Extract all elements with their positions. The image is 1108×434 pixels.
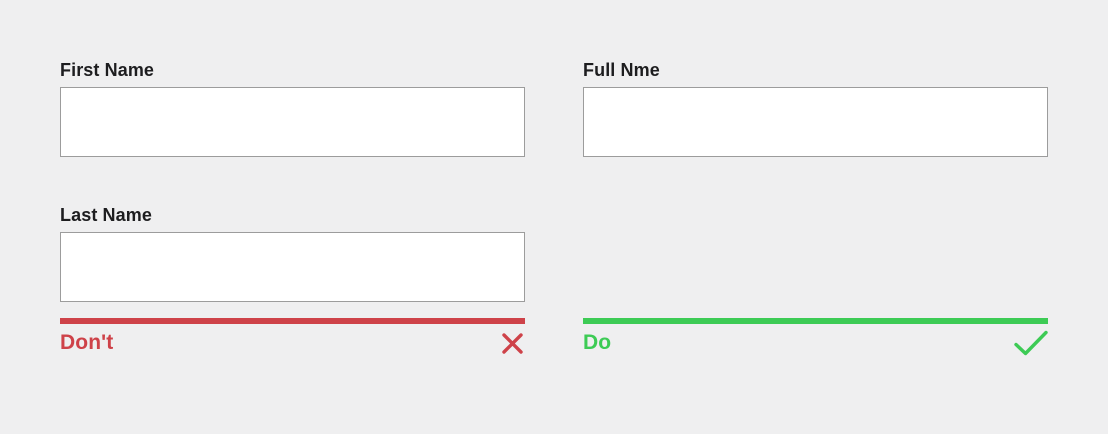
last-name-label: Last Name xyxy=(60,205,152,225)
full-name-input[interactable] xyxy=(583,87,1048,157)
x-icon xyxy=(500,331,525,356)
dont-caption-row: Don't xyxy=(60,328,525,358)
do-caption-row: Do xyxy=(583,328,1048,358)
dont-example-panel: First Name Last Name Don't xyxy=(60,0,525,434)
first-name-input[interactable] xyxy=(60,87,525,157)
dont-caption: Don't xyxy=(60,331,114,354)
do-divider-rule xyxy=(583,318,1048,324)
do-example-panel: Full Nme Do xyxy=(583,0,1048,434)
last-name-input[interactable] xyxy=(60,232,525,302)
check-icon xyxy=(1014,330,1048,356)
first-name-label: First Name xyxy=(60,60,155,80)
full-name-label: Full Nme xyxy=(583,60,660,80)
do-caption: Do xyxy=(583,331,612,354)
dont-divider-rule xyxy=(60,318,525,324)
